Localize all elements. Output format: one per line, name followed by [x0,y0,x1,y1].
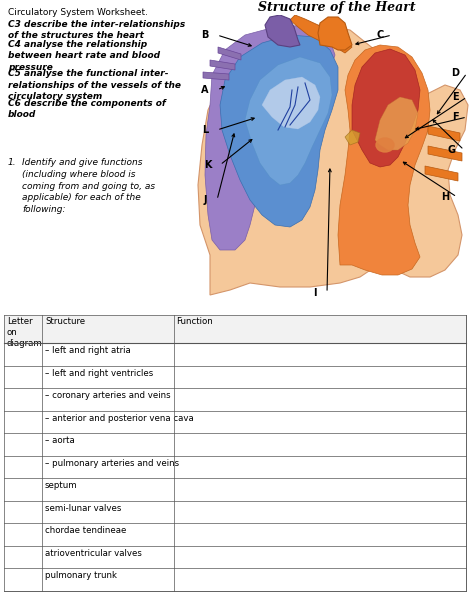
Bar [4,478,466,501]
Bar [4,524,466,546]
Text: G: G [448,145,456,155]
Polygon shape [210,60,235,70]
Text: C3 describe the inter-relationships
of the structures the heart: C3 describe the inter-relationships of t… [8,20,185,40]
Text: – pulmonary arteries and veins: – pulmonary arteries and veins [45,459,179,468]
Text: Circulatory System Worksheet.: Circulatory System Worksheet. [8,8,148,17]
Polygon shape [318,17,352,50]
Polygon shape [265,15,300,47]
Text: J: J [203,195,207,205]
Text: pulmonary trunk: pulmonary trunk [45,571,117,581]
Text: Structure of the Heart: Structure of the Heart [258,1,416,14]
Text: septum: septum [45,481,78,490]
Text: semi-lunar valves: semi-lunar valves [45,504,121,513]
Text: 1.: 1. [8,158,17,167]
Text: C: C [376,30,383,40]
Bar [4,411,466,433]
Polygon shape [375,97,418,150]
Bar [4,433,466,455]
Bar [4,501,466,524]
Polygon shape [218,47,241,60]
Text: – left and right ventricles: – left and right ventricles [45,368,153,378]
Text: – aorta: – aorta [45,436,74,445]
Text: K: K [204,160,212,170]
Polygon shape [262,77,320,129]
Bar [4,546,466,568]
Polygon shape [428,146,462,161]
Text: A: A [201,85,209,95]
Ellipse shape [376,138,394,152]
Bar [4,365,466,388]
Text: I: I [313,288,317,298]
Text: L: L [202,125,208,135]
Bar [4,568,466,591]
Text: chordae tendineae: chordae tendineae [45,527,126,535]
Text: C4 analyse the relationship
between heart rate and blood
pressure: C4 analyse the relationship between hear… [8,40,160,72]
Bar [4,388,466,411]
Bar [4,343,466,365]
Text: – anterior and posterior vena cava: – anterior and posterior vena cava [45,414,194,422]
Text: – left and right atria: – left and right atria [45,346,131,355]
Polygon shape [198,25,468,295]
Polygon shape [203,72,229,80]
Text: F: F [452,112,458,122]
Polygon shape [205,25,335,250]
Polygon shape [352,49,420,167]
Polygon shape [338,45,430,275]
Polygon shape [425,166,458,181]
Text: C6 describe the components of
blood: C6 describe the components of blood [8,99,166,120]
Polygon shape [245,57,332,185]
Polygon shape [345,130,360,145]
Bar [4,315,466,343]
Text: E: E [452,92,458,102]
Text: B: B [201,30,209,40]
Text: Structure: Structure [45,317,85,326]
Text: atrioventricular valves: atrioventricular valves [45,549,142,558]
Text: Letter
on
diagram: Letter on diagram [7,317,43,348]
Text: Identify and give functions
(including where blood is
coming from and going to, : Identify and give functions (including w… [22,158,155,214]
Text: H: H [441,192,449,202]
Polygon shape [220,35,338,227]
Polygon shape [428,126,460,141]
Text: Function: Function [176,317,213,326]
Polygon shape [290,15,352,53]
Text: – coronary arteries and veins: – coronary arteries and veins [45,391,171,400]
Text: D: D [451,68,459,78]
Bar [4,455,466,478]
Text: C5 analyse the functional inter-
relationships of the vessels of the
circulatory: C5 analyse the functional inter- relatio… [8,69,181,101]
